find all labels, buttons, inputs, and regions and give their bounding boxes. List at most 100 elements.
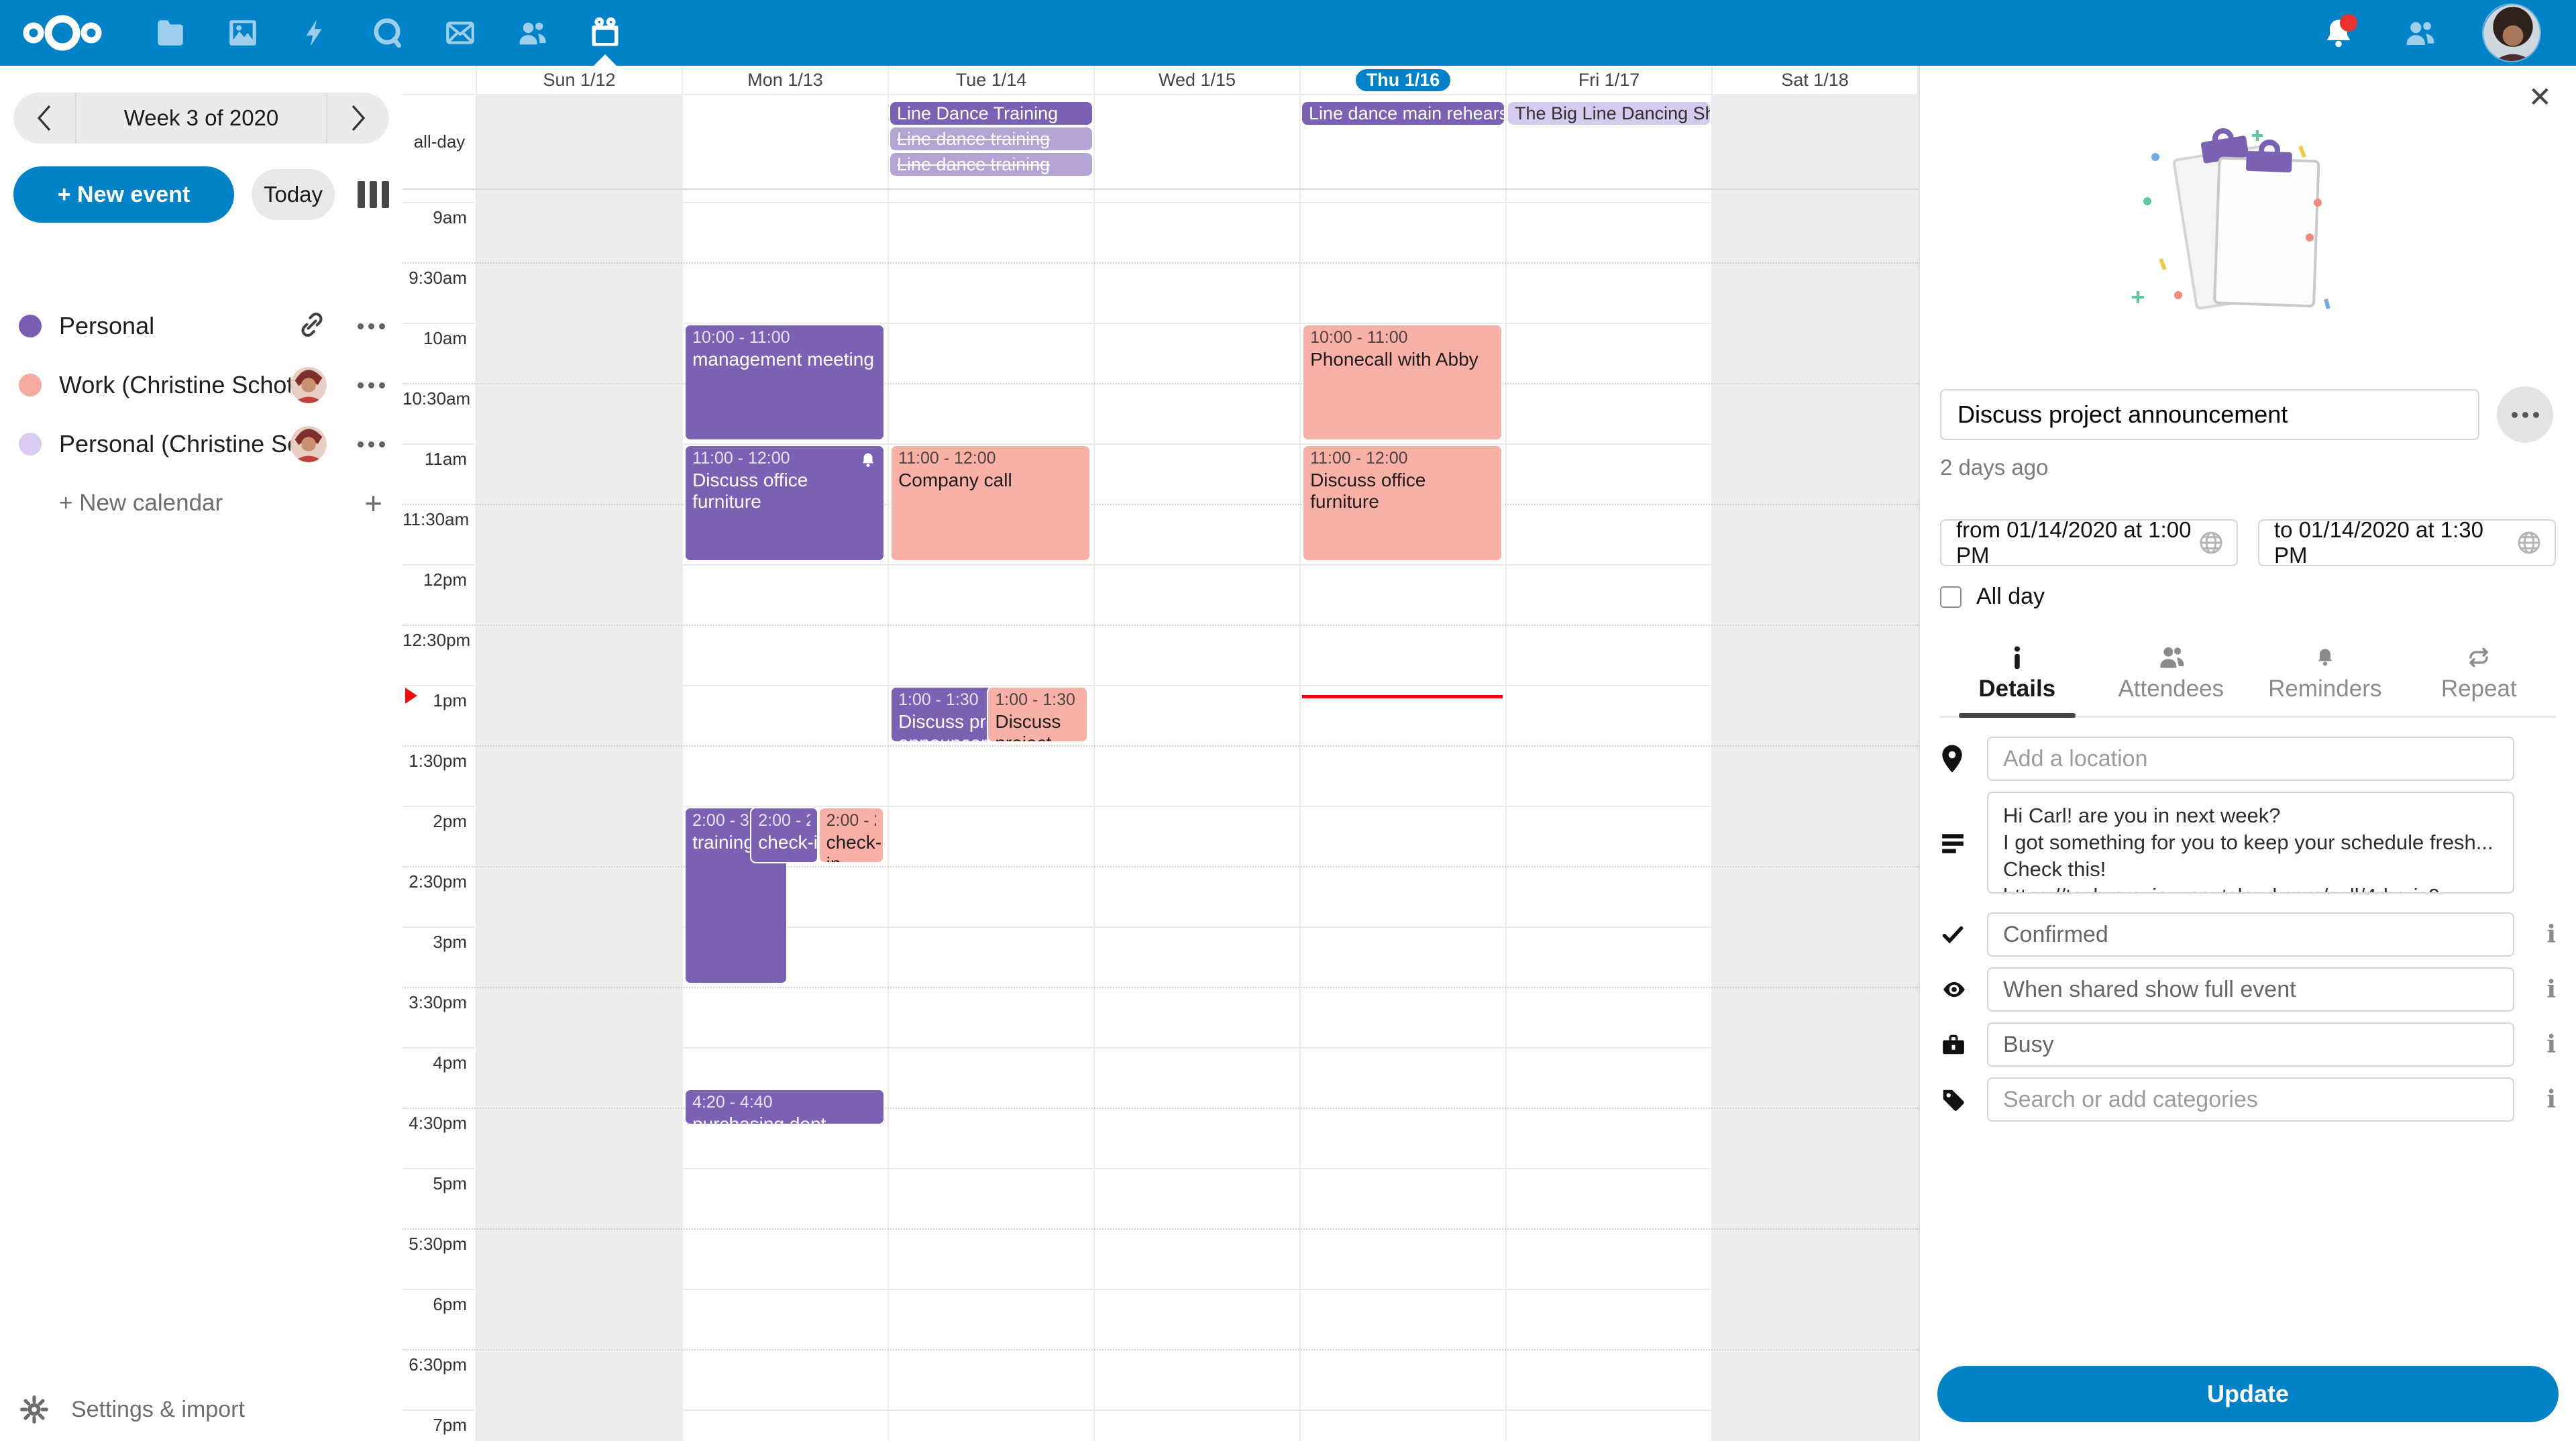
day-header-cell: Tue 1/14 xyxy=(888,66,1094,94)
timezone-globe-icon[interactable] xyxy=(2516,529,2542,556)
column-divider xyxy=(682,66,683,1441)
week-title[interactable]: Week 3 of 2020 xyxy=(75,93,327,144)
share-link-icon[interactable] xyxy=(297,310,327,343)
shared-by-avatar xyxy=(290,426,327,462)
visibility-select[interactable]: When shared show full event xyxy=(1987,967,2514,1012)
all-day-cell[interactable]: The Big Line Dancing Show xyxy=(1506,95,1712,189)
calendar-event[interactable]: 4:20 - 4:40 purchasing dept xyxy=(684,1089,885,1125)
column-divider xyxy=(1917,66,1919,1441)
close-icon[interactable]: ✕ xyxy=(2528,81,2552,113)
calendar-event[interactable]: 11:00 - 12:00 Discuss office furniture xyxy=(684,445,885,562)
today-button[interactable]: Today xyxy=(252,169,335,220)
column-divider xyxy=(888,66,889,1441)
calendar-item-personal-christine[interactable]: Personal (Christine Scho…) xyxy=(0,415,402,474)
nextcloud-logo[interactable] xyxy=(19,11,106,54)
grid-line xyxy=(402,262,1919,264)
update-button[interactable]: Update xyxy=(1937,1366,2559,1422)
all-day-event[interactable]: Line dance training xyxy=(890,153,1092,176)
day-label[interactable]: Sat 1/18 xyxy=(1781,69,1849,90)
calendar-more-icon[interactable] xyxy=(356,435,386,454)
calendar-event[interactable]: 11:00 - 12:00 Company call xyxy=(890,445,1091,562)
activity-icon[interactable] xyxy=(279,0,352,66)
tab-reminders[interactable]: Reminders xyxy=(2248,639,2402,716)
grid-line xyxy=(402,1108,1919,1109)
end-datetime-field[interactable]: to 01/14/2020 at 1:30 PM xyxy=(2258,517,2556,568)
event-more-actions-button[interactable] xyxy=(2497,386,2553,443)
timezone-globe-icon[interactable] xyxy=(2198,529,2224,556)
contacts-icon[interactable] xyxy=(496,0,569,66)
calendar-event[interactable]: 10:00 - 11:00 management meeting xyxy=(684,324,885,441)
view-mode-icon[interactable] xyxy=(358,181,389,208)
categories-input[interactable] xyxy=(1987,1077,2514,1122)
all-day-event[interactable]: The Big Line Dancing Show xyxy=(1508,102,1710,125)
day-label[interactable]: Thu 1/16 xyxy=(1355,68,1451,91)
time-label: 2:30pm xyxy=(409,871,467,892)
settings-import-button[interactable]: Settings & import xyxy=(20,1395,245,1424)
tab-repeat[interactable]: Repeat xyxy=(2402,639,2557,716)
freebusy-info-icon[interactable]: i xyxy=(2546,1030,2556,1059)
user-avatar[interactable] xyxy=(2482,3,2541,62)
calendar-more-icon[interactable] xyxy=(356,376,386,395)
calendar-more-icon[interactable] xyxy=(356,317,386,336)
all-day-cell[interactable] xyxy=(1712,95,1918,189)
day-label[interactable]: Wed 1/15 xyxy=(1158,69,1236,90)
event-time: 11:00 - 12:00 xyxy=(898,449,996,468)
all-day-cell[interactable] xyxy=(1094,95,1300,189)
calendar-event[interactable]: 2:00 - 2:30 check-in xyxy=(750,807,818,863)
calendar-item-personal[interactable]: Personal xyxy=(0,297,402,356)
event-title-input[interactable] xyxy=(1940,389,2479,440)
day-label[interactable]: Tue 1/14 xyxy=(955,69,1027,90)
all-day-cell[interactable] xyxy=(682,95,888,189)
calendar-event[interactable]: 2:00 - 2:30 check-in xyxy=(818,807,884,863)
calendar-event[interactable]: 1:00 - 1:30 Discuss project announcement xyxy=(890,686,994,743)
day-label[interactable]: Mon 1/13 xyxy=(747,69,823,90)
grid-line xyxy=(402,443,1919,445)
calendar-event[interactable]: 1:00 - 1:30 Discuss project xyxy=(987,686,1088,743)
time-label: 10am xyxy=(423,328,467,348)
visibility-info-icon[interactable]: i xyxy=(2546,975,2556,1004)
all-day-event[interactable]: Line Dance Training xyxy=(890,102,1092,125)
categories-info-icon[interactable]: i xyxy=(2546,1085,2556,1114)
photos-icon[interactable] xyxy=(207,0,279,66)
day-label[interactable]: Fri 1/17 xyxy=(1578,69,1640,90)
calendar-event[interactable]: 10:00 - 11:00 Phonecall with Abby xyxy=(1302,324,1503,441)
freebusy-select[interactable]: Busy xyxy=(1987,1022,2514,1067)
new-event-button[interactable]: + New event xyxy=(13,166,234,223)
location-input[interactable] xyxy=(1987,737,2514,781)
status-info-icon[interactable]: i xyxy=(2546,920,2556,949)
notifications-bell-icon[interactable] xyxy=(2318,13,2359,53)
previous-week-button[interactable] xyxy=(13,93,75,144)
event-title: check-in xyxy=(826,832,882,862)
more-dots-icon xyxy=(2510,405,2540,425)
grid-line xyxy=(402,1349,1919,1350)
next-week-button[interactable] xyxy=(327,93,389,144)
tab-attendees[interactable]: Attendees xyxy=(2094,639,2249,716)
tab-details[interactable]: Details xyxy=(1940,639,2094,718)
calendar-event[interactable]: 11:00 - 12:00 Discuss office furniture xyxy=(1302,445,1503,562)
all-day-cell[interactable] xyxy=(476,95,682,189)
new-calendar-button[interactable]: + New calendar + xyxy=(59,486,382,521)
time-label: 11:30am xyxy=(402,509,470,529)
files-icon[interactable] xyxy=(134,0,207,66)
all-day-checkbox[interactable] xyxy=(1940,586,1962,608)
all-day-cell[interactable]: Line Dance Training Line dance training Li… xyxy=(888,95,1094,189)
last-modified-text: 2 days ago xyxy=(1940,455,2049,480)
calendar-app-icon[interactable] xyxy=(569,0,641,66)
all-day-checkbox-label[interactable]: All day xyxy=(1976,584,2045,609)
contacts-menu-icon[interactable] xyxy=(2400,13,2440,53)
start-datetime-field[interactable]: from 01/14/2020 at 1:00 PM xyxy=(1940,517,2238,568)
status-select[interactable]: Confirmed xyxy=(1987,912,2514,957)
event-time: 11:00 - 12:00 xyxy=(1310,449,1408,468)
talk-icon[interactable] xyxy=(352,0,424,66)
grid-line xyxy=(402,504,1919,505)
calendar-item-work-christine[interactable]: Work (Christine Schott) xyxy=(0,356,402,415)
time-label: 5pm xyxy=(433,1173,467,1193)
day-label[interactable]: Sun 1/12 xyxy=(543,69,616,90)
all-day-event[interactable]: Line dance training xyxy=(890,127,1092,150)
time-label: 3:30pm xyxy=(409,992,467,1012)
all-day-cell[interactable]: Line dance main rehearsal xyxy=(1300,95,1506,189)
mail-icon[interactable] xyxy=(424,0,496,66)
all-day-event[interactable]: Line dance main rehearsal xyxy=(1302,102,1504,125)
description-textarea[interactable]: Hi Carl! are you in next week? I got som… xyxy=(1987,792,2514,894)
time-grid[interactable]: 9am 9:30am 10am 10:30am 11am 11:30am 12pm 12:30… xyxy=(402,190,1919,1440)
